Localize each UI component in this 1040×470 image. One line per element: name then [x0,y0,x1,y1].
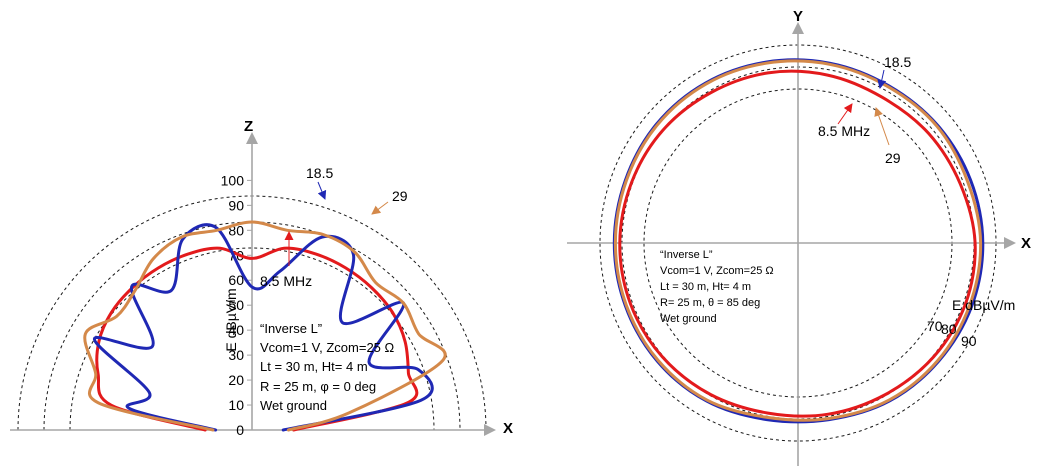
note-line-1: “Inverse L” [660,249,713,261]
callout-arrow-29 [874,107,890,146]
callout-arrow-29 [371,201,389,215]
x-axis-label: X [503,420,513,437]
series-label-29: 29 [392,188,408,204]
note-line-3: Lt = 30 m, Ht= 4 m [660,281,751,293]
series-label-8-5: 8.5 MHz [260,273,312,289]
circle-label-70: 70 [927,318,943,334]
radial-axis-title: E dBµV/m [952,297,1015,313]
series-group [83,220,447,432]
callout-arrow-8-5 [837,103,853,125]
z-tick-label-90: 90 [228,197,244,213]
series-line-8-5-mhz [618,69,977,418]
note-line-3: Lt = 30 m, Ht= 4 m [260,359,368,374]
z-tick-label-60: 60 [228,272,244,288]
z-tick-label-10: 10 [228,397,244,413]
note-line-2: Vcom=1 V, Zcom=25 Ω [660,265,774,277]
note-line-4: R= 25 m, θ = 85 deg [660,297,760,309]
z-tick-label-30: 30 [228,347,244,363]
note-line-1: “Inverse L” [260,321,322,336]
y-axis-title: E dBµV/m [223,288,239,351]
series-label-18-5: 18.5 [884,54,911,70]
z-tick-label-20: 20 [228,372,244,388]
z-tick-label-40: 40 [228,322,244,338]
series-line-29 [83,220,447,432]
x-axis-label: X [1021,235,1031,252]
z-axis-label: Z [244,118,253,135]
callout-arrow-18-5 [877,69,887,89]
circle-label-80: 80 [941,321,957,337]
note-line-4: R = 25 m, φ = 0 deg [260,379,376,394]
note-line-2: Vcom=1 V, Zcom=25 Ω [260,340,395,355]
callout-arrow-18-5 [317,181,327,200]
series-label-18-5: 18.5 [306,165,333,181]
series-label-8-5: 8.5 MHz [818,123,870,139]
z-tick-label-50: 50 [228,297,244,313]
note-line-5: Wet ground [660,313,717,325]
z-tick-label-100: 100 [221,172,245,188]
circle-label-90: 90 [961,333,977,349]
z-tick-label-0: 0 [236,422,244,438]
series-line-18-5 [92,223,434,432]
horizontal-plane-chart: Y X 18.5 8.5 MHz 29 “Inverse L” Vcom=1 V… [567,8,1031,466]
note-line-5: Wet ground [260,398,327,413]
y-axis-label: Y [793,8,803,25]
series-label-29: 29 [885,150,901,166]
series-line-8-5-mhz [95,246,419,432]
